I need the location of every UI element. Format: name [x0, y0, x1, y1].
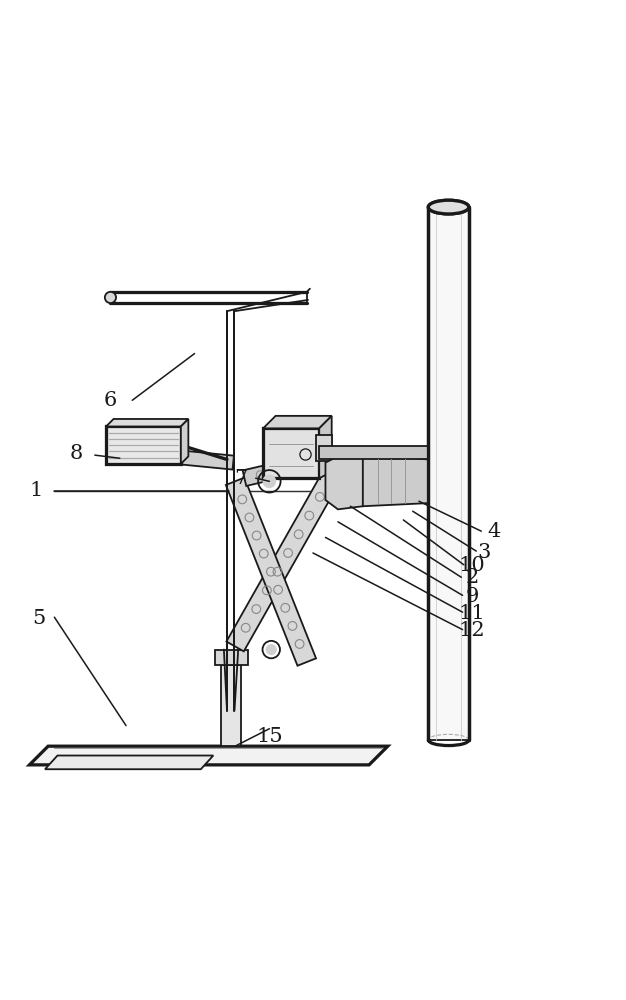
Text: 11: 11 [459, 604, 485, 623]
Text: 15: 15 [256, 727, 283, 746]
Circle shape [265, 644, 277, 655]
Polygon shape [363, 453, 428, 506]
Polygon shape [106, 419, 188, 426]
Polygon shape [319, 416, 332, 478]
Text: 7: 7 [235, 469, 248, 488]
Polygon shape [215, 650, 247, 665]
Polygon shape [106, 426, 181, 464]
Polygon shape [243, 449, 340, 486]
Text: 3: 3 [478, 543, 491, 562]
Polygon shape [227, 455, 350, 651]
Polygon shape [29, 746, 387, 765]
Circle shape [262, 474, 276, 488]
Polygon shape [319, 446, 428, 459]
Polygon shape [150, 448, 234, 470]
Polygon shape [263, 416, 332, 428]
Polygon shape [221, 665, 242, 746]
Polygon shape [263, 428, 319, 478]
Text: 2: 2 [465, 568, 478, 587]
Polygon shape [428, 207, 469, 740]
Polygon shape [45, 756, 213, 769]
Ellipse shape [428, 200, 469, 214]
Text: 1: 1 [29, 481, 43, 500]
Text: 6: 6 [104, 391, 117, 410]
Text: 5: 5 [32, 609, 46, 628]
Ellipse shape [428, 200, 469, 214]
Polygon shape [326, 453, 363, 509]
Polygon shape [316, 435, 332, 461]
Text: 8: 8 [69, 444, 83, 463]
Text: 12: 12 [459, 621, 485, 640]
Text: 9: 9 [465, 587, 479, 606]
Ellipse shape [105, 292, 116, 303]
Text: 10: 10 [459, 556, 485, 575]
Polygon shape [181, 419, 188, 464]
Text: 4: 4 [487, 522, 500, 541]
Polygon shape [226, 478, 316, 666]
